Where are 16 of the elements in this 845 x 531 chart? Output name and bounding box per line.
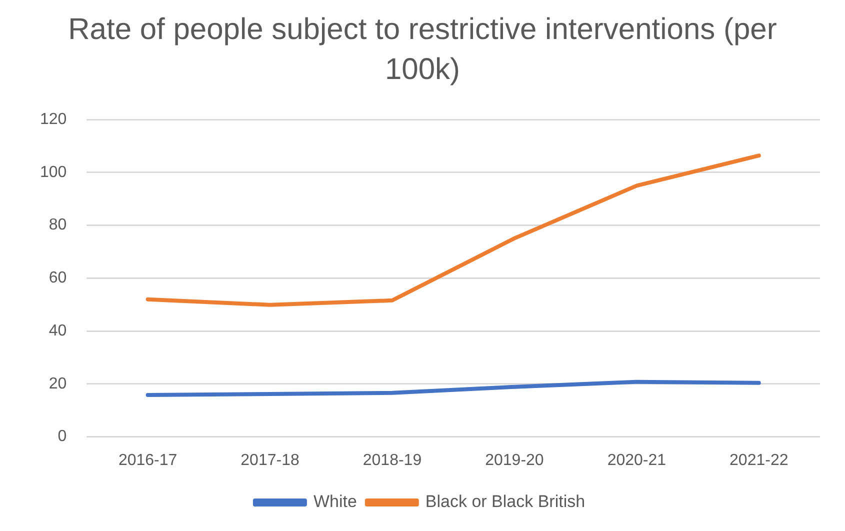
x-tick-label: 2016-17 [118, 452, 178, 469]
x-tick-label: 2019-20 [485, 452, 544, 469]
x-tick-label: 2018-19 [362, 452, 422, 469]
legend-label: Black or Black British [425, 492, 586, 512]
y-tick-label: 40 [48, 322, 67, 340]
y-tick-label: 20 [48, 375, 67, 392]
y-tick-label: 0 [58, 428, 67, 446]
y-tick-label: 100 [40, 164, 67, 181]
legend-label: White [313, 492, 357, 512]
y-tick-label: 80 [48, 216, 67, 234]
chart-title: Rate of people subject to restrictive interventions (per 100k) [67, 12, 778, 88]
x-tick-label: 2021-22 [730, 452, 788, 469]
y-tick-label: 60 [48, 270, 67, 287]
y-tick-label: 120 [40, 111, 67, 128]
x-tick-label: 2017-18 [240, 452, 300, 469]
x-tick-label: 2020-21 [607, 452, 666, 469]
